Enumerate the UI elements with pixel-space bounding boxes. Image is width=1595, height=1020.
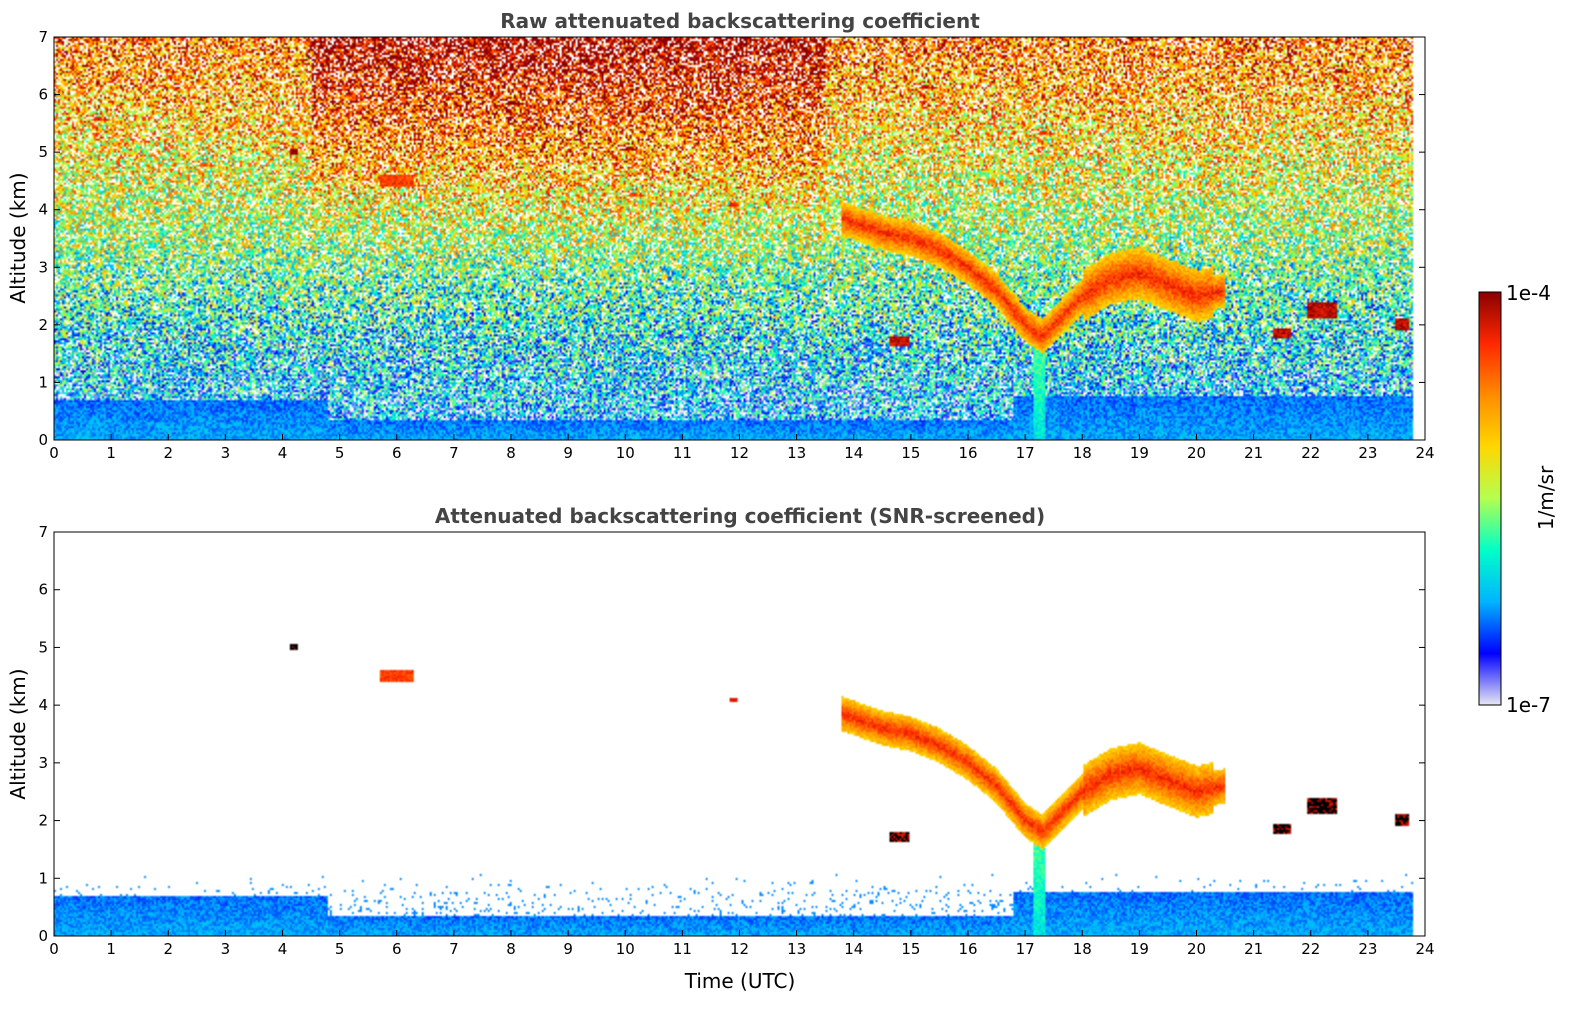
x-tick-label: 23: [1358, 444, 1377, 462]
y-tick-label: 6: [38, 581, 48, 599]
x-tick-label: 11: [673, 940, 692, 958]
y-tick-label: 1: [38, 869, 48, 887]
y-tick-label: 0: [38, 431, 48, 449]
panel-raw: Raw attenuated backscattering coefficien…: [6, 9, 1435, 462]
x-tick-label: 0: [49, 940, 59, 958]
x-tick-label: 20: [1187, 444, 1206, 462]
panel-title-screened: Attenuated backscattering coefficient (S…: [435, 504, 1045, 528]
x-tick-label: 3: [221, 444, 231, 462]
x-tick-label: 1: [106, 444, 116, 462]
x-tick-label: 22: [1301, 444, 1320, 462]
colorbar-max-label: 1e-4: [1506, 281, 1551, 305]
x-tick-label: 12: [730, 940, 749, 958]
x-tick-label: 4: [278, 444, 288, 462]
x-tick-label: 1: [106, 940, 116, 958]
x-tick-label: 18: [1073, 444, 1092, 462]
x-tick-label: 17: [1016, 444, 1035, 462]
x-tick-label: 22: [1301, 940, 1320, 958]
x-tick-label: 21: [1244, 940, 1263, 958]
x-tick-label: 8: [506, 444, 516, 462]
x-ticks-raw: 0 1 2 3 4 5 6 7 8 9 10 11 12 13 14 15 16 17 18 19 20 21 22 23 24: [49, 434, 1435, 462]
y-tick-label: 4: [38, 696, 48, 714]
x-tick-label: 7: [449, 940, 459, 958]
colorbar-gradient: [1478, 291, 1502, 706]
x-tick-label: 13: [787, 444, 806, 462]
x-tick-label: 15: [901, 444, 920, 462]
colorbar: 1e-4 1e-7 1/m/sr: [1478, 281, 1558, 717]
x-tick-label: 12: [730, 444, 749, 462]
y-ticks-screened: 0 1 2 3 4 5 6 7: [38, 523, 1425, 945]
backscatter-heatmap-raw: [54, 37, 1425, 440]
x-tick-label: 16: [958, 940, 977, 958]
x-tick-label: 10: [616, 444, 635, 462]
colorbar-min-label: 1e-7: [1506, 693, 1551, 717]
x-axis-label: Time (UTC): [684, 969, 796, 993]
x-tick-label: 10: [616, 940, 635, 958]
x-tick-label: 23: [1358, 940, 1377, 958]
x-tick-label: 20: [1187, 940, 1206, 958]
colorbar-unit-label: 1/m/sr: [1534, 465, 1558, 530]
x-tick-label: 14: [844, 940, 863, 958]
x-tick-label: 21: [1244, 444, 1263, 462]
x-tick-label: 17: [1016, 940, 1035, 958]
x-tick-label: 9: [563, 444, 573, 462]
y-tick-label: 0: [38, 927, 48, 945]
x-tick-label: 6: [392, 444, 402, 462]
x-tick-label: 16: [958, 444, 977, 462]
y-axis-label-raw: Altitude (km): [6, 172, 30, 303]
x-tick-label: 5: [335, 444, 345, 462]
y-tick-label: 3: [38, 754, 48, 772]
x-tick-label: 24: [1415, 444, 1434, 462]
x-tick-label: 0: [49, 444, 59, 462]
x-tick-label: 7: [449, 444, 459, 462]
x-tick-label: 4: [278, 940, 288, 958]
y-axis-label-screened: Altitude (km): [6, 668, 30, 799]
x-tick-label: 6: [392, 940, 402, 958]
backscatter-heatmap-screened: [54, 532, 1425, 936]
panel-screened: Attenuated backscattering coefficient (S…: [6, 504, 1435, 993]
x-tick-label: 13: [787, 940, 806, 958]
y-tick-label: 5: [38, 638, 48, 656]
x-tick-label: 14: [844, 444, 863, 462]
x-tick-label: 24: [1415, 940, 1434, 958]
y-tick-label: 4: [38, 201, 48, 219]
x-tick-label: 2: [163, 940, 173, 958]
x-ticks-screened: 0 1 2 3 4 5 6 7 8 9 10 11 12 13 14 15 16 17 18 19 20 21 22 23 24: [49, 930, 1435, 958]
y-tick-label: 2: [38, 316, 48, 334]
x-tick-label: 5: [335, 940, 345, 958]
y-tick-label: 6: [38, 86, 48, 104]
x-tick-label: 11: [673, 444, 692, 462]
x-tick-label: 8: [506, 940, 516, 958]
x-tick-label: 18: [1073, 940, 1092, 958]
y-tick-label: 5: [38, 143, 48, 161]
y-tick-label: 7: [38, 523, 48, 541]
x-tick-label: 15: [901, 940, 920, 958]
y-tick-label: 7: [38, 28, 48, 46]
x-tick-label: 19: [1130, 444, 1149, 462]
x-tick-label: 9: [563, 940, 573, 958]
x-tick-label: 3: [221, 940, 231, 958]
y-tick-label: 3: [38, 258, 48, 276]
panel-title-raw: Raw attenuated backscattering coefficien…: [500, 9, 980, 33]
x-tick-label: 19: [1130, 940, 1149, 958]
y-tick-label: 2: [38, 812, 48, 830]
y-tick-label: 1: [38, 373, 48, 391]
x-tick-label: 2: [163, 444, 173, 462]
y-ticks-raw: 0 1 2 3 4 5 6 7: [38, 28, 1425, 449]
